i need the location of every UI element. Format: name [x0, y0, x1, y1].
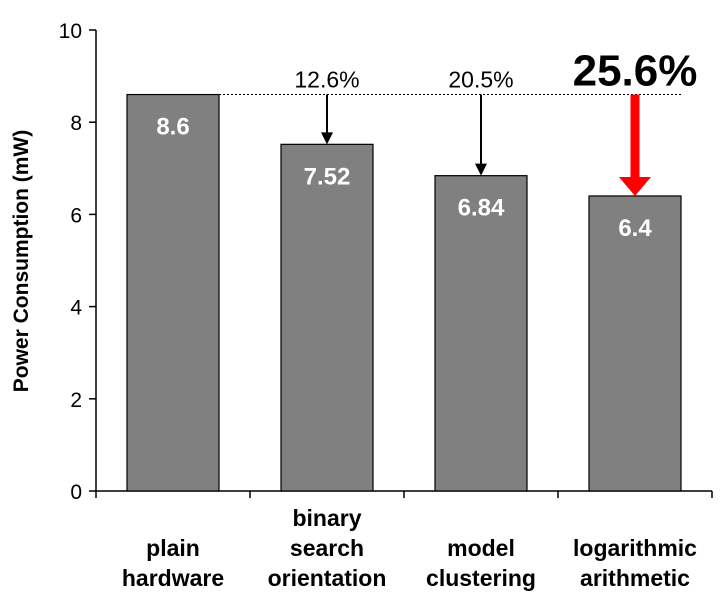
- reduction-arrow-head: [619, 176, 651, 196]
- y-axis-title: Power Consumption (mW): [10, 130, 33, 392]
- bar: [280, 143, 374, 492]
- category-label-line: search: [290, 535, 364, 561]
- reduction-arrow-head: [321, 132, 333, 145]
- category-label-line: arithmetic: [580, 565, 690, 591]
- category-label-line: orientation: [268, 565, 387, 591]
- category-label: logarithmic arithmetic: [573, 535, 697, 591]
- y-tick-label: 8: [70, 112, 82, 135]
- reduction-percent-label: 20.5%: [448, 67, 513, 93]
- y-tick-label: 4: [70, 297, 82, 320]
- y-tick-label: 6: [70, 204, 82, 227]
- reduction-arrow-shaft: [630, 94, 640, 179]
- category-label: binary search orientation: [268, 505, 387, 591]
- y-tick-label: 2: [70, 389, 82, 412]
- bar-value-label: 8.6: [156, 114, 189, 141]
- bar: [126, 93, 220, 492]
- plot-area: 0 2 4 6 8 10 12.6% 20.5% 25.6% 8.6 7.52 6.84 6.4 plai…: [59, 20, 713, 591]
- bar-value-label: 7.52: [304, 163, 351, 190]
- category-label-line: hardware: [122, 565, 224, 591]
- category-label-line: model: [447, 535, 515, 561]
- reduction-percent-label: 25.6%: [573, 47, 698, 96]
- y-tick-label: 0: [70, 481, 82, 504]
- bar: [434, 175, 528, 492]
- category-label-line: plain: [146, 535, 200, 561]
- category-label-line: clustering: [426, 565, 536, 591]
- y-tick-label: 10: [59, 20, 82, 43]
- bar-value-label: 6.84: [458, 195, 505, 222]
- bar-value-label: 6.4: [618, 215, 652, 242]
- category-label: model clustering: [426, 535, 536, 591]
- category-label: plain hardware: [122, 535, 224, 591]
- category-label-line: binary: [292, 505, 361, 531]
- category-label-line: logarithmic: [573, 535, 697, 561]
- reduction-arrow-head: [475, 163, 487, 176]
- bar: [588, 195, 682, 492]
- reduction-percent-label: 12.6%: [294, 67, 359, 93]
